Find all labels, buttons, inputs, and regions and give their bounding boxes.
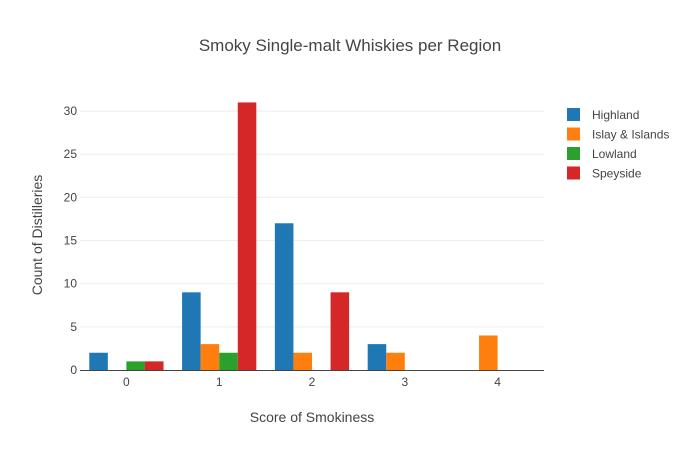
legend-item[interactable]: Speyside — [567, 166, 642, 181]
legend: Highland Islay & Islands Lowland Speyside — [567, 108, 669, 181]
legend-item[interactable]: Lowland — [567, 147, 637, 161]
y-tick-label: 30 — [64, 104, 78, 118]
legend-swatch — [567, 108, 580, 121]
x-tick-label: 1 — [216, 375, 223, 389]
y-tick-label: 5 — [70, 320, 77, 334]
y-tick-labels: 0 5 10 15 20 25 30 — [64, 104, 78, 377]
chart-title: Smoky Single-malt Whiskies per Region — [199, 36, 501, 55]
bar-highland-1[interactable] — [182, 292, 201, 370]
bar-lowland-0[interactable] — [126, 361, 145, 370]
legend-swatch — [567, 166, 580, 180]
legend-label: Highland — [592, 108, 639, 122]
y-axis-title: Count of Distilleries — [29, 175, 45, 296]
bar-islay-islands-4[interactable] — [479, 335, 498, 370]
legend-label: Islay & Islands — [592, 128, 669, 142]
legend-label: Speyside — [592, 167, 642, 181]
legend-swatch — [567, 147, 580, 160]
bar-speyside-2[interactable] — [330, 292, 350, 370]
legend-item[interactable]: Highland — [567, 108, 639, 122]
x-tick-label: 2 — [309, 375, 316, 389]
bar-highland-0[interactable] — [89, 352, 108, 370]
x-tick-labels: 0 1 2 3 4 — [123, 375, 501, 389]
y-tick-label: 10 — [64, 277, 78, 291]
y-tick-label: 15 — [64, 234, 78, 248]
x-tick-label: 4 — [494, 375, 501, 389]
bar-highland-3[interactable] — [367, 344, 387, 370]
x-tick-label: 0 — [123, 375, 130, 389]
x-axis-title: Score of Smokiness — [250, 409, 375, 425]
y-tick-label: 0 — [70, 363, 77, 377]
legend-swatch — [567, 127, 580, 141]
bar-speyside-0[interactable] — [144, 361, 164, 370]
x-tick-label: 3 — [401, 375, 408, 389]
y-tick-label: 20 — [64, 190, 78, 204]
y-tick-label: 25 — [64, 147, 78, 161]
bar-speyside-1[interactable] — [237, 102, 257, 370]
bar-islay-islands-1[interactable] — [200, 344, 220, 370]
legend-item[interactable]: Islay & Islands — [567, 127, 669, 142]
bar-lowland-1[interactable] — [219, 352, 238, 370]
gridlines — [80, 110, 544, 328]
legend-label: Lowland — [592, 147, 637, 161]
bar-islay-islands-2[interactable] — [293, 352, 312, 370]
bar-highland-2[interactable] — [274, 223, 294, 370]
bars — [89, 102, 498, 370]
bar-islay-islands-3[interactable] — [386, 352, 405, 370]
